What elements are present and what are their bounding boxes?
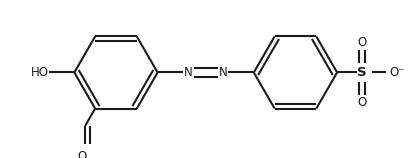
Text: HO: HO [30,66,49,79]
Text: S: S [357,66,367,79]
Text: O: O [78,150,87,158]
Text: N: N [184,66,193,79]
Text: O⁻: O⁻ [389,66,405,79]
Text: N: N [219,66,227,79]
Text: O: O [357,36,367,49]
Text: O: O [357,96,367,109]
